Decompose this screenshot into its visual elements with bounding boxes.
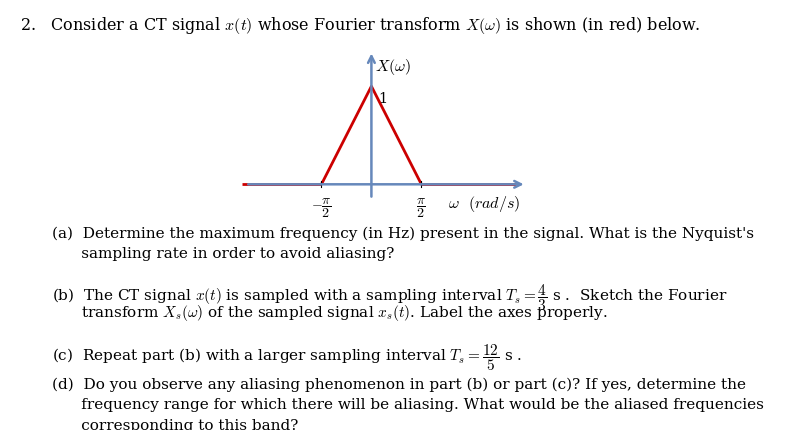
Text: corresponding to this band?: corresponding to this band?: [52, 418, 299, 430]
Text: (c)  Repeat part (b) with a larger sampling interval $T_s = \dfrac{12}{5}$ s .: (c) Repeat part (b) with a larger sampli…: [52, 342, 522, 372]
Text: (b)  The CT signal $x(t)$ is sampled with a sampling interval $T_s = \dfrac{4}{3: (b) The CT signal $x(t)$ is sampled with…: [52, 282, 728, 312]
Text: $\dfrac{\pi}{2}$: $\dfrac{\pi}{2}$: [416, 197, 427, 220]
Text: $-\dfrac{\pi}{2}$: $-\dfrac{\pi}{2}$: [311, 197, 332, 220]
Text: transform $X_s(\omega)$ of the sampled signal $x_s(t)$. Label the axes properly.: transform $X_s(\omega)$ of the sampled s…: [52, 302, 608, 322]
Text: $\omega$  $(rad / s)$: $\omega$ $(rad / s)$: [448, 194, 520, 214]
Text: (d)  Do you observe any aliasing phenomenon in part (b) or part (c)? If yes, det: (d) Do you observe any aliasing phenomen…: [52, 376, 746, 390]
Text: sampling rate in order to avoid aliasing?: sampling rate in order to avoid aliasing…: [52, 246, 394, 260]
Text: $X(\omega)$: $X(\omega)$: [375, 57, 411, 77]
Text: frequency range for which there will be aliasing. What would be the aliased freq: frequency range for which there will be …: [52, 397, 764, 411]
Text: 2.   Consider a CT signal $x(t)$ whose Fourier transform $X(\omega)$ is shown (i: 2. Consider a CT signal $x(t)$ whose Fou…: [20, 15, 700, 36]
Text: 1: 1: [378, 92, 387, 106]
Text: (a)  Determine the maximum frequency (in Hz) present in the signal. What is the : (a) Determine the maximum frequency (in …: [52, 226, 754, 240]
